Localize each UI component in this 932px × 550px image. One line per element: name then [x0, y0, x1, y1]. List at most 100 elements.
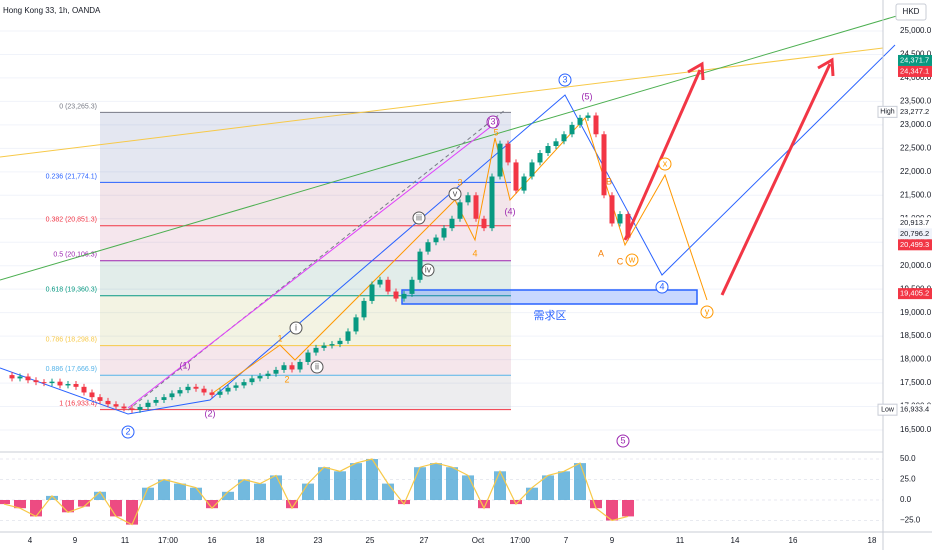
- candle: [585, 115, 591, 118]
- price-tag-label: 24,371.7: [900, 55, 929, 64]
- candle: [465, 195, 471, 203]
- osc-bar: [254, 483, 266, 500]
- time-axis: 4 9 11 17:00 16 18 23 25 27 Oct 17:00 7 9 11 14 16 18: [28, 536, 877, 545]
- osc-bar: [286, 500, 298, 509]
- arrow: [720, 63, 832, 296]
- wave-label: 1: [277, 333, 282, 343]
- price-tag-label: 20,796.2: [900, 229, 929, 238]
- fib-label: 0 (23,265.3): [59, 103, 97, 110]
- y-tick-label: 18,500.0: [900, 331, 932, 340]
- candle: [625, 214, 631, 238]
- wave-label: C: [617, 256, 624, 266]
- fib-band: [100, 375, 511, 410]
- candle: [553, 141, 559, 146]
- wave-circle: [655, 280, 669, 294]
- wave-circle: [625, 253, 639, 267]
- candle: [209, 392, 215, 395]
- demand-zone: [401, 289, 698, 305]
- candle: [545, 145, 551, 154]
- candle: [529, 162, 535, 177]
- candle: [201, 388, 207, 393]
- osc-bar: [446, 467, 458, 500]
- x-tick-label: 11: [676, 536, 685, 545]
- candle: [9, 375, 15, 379]
- candle: [433, 237, 439, 243]
- x-tick-label: 23: [314, 536, 323, 545]
- osc-bar: [430, 463, 442, 500]
- osc-bar: [414, 467, 426, 500]
- wave-label: 5: [620, 435, 625, 445]
- candle: [417, 251, 423, 280]
- x-tick-label: 18: [256, 536, 265, 545]
- x-tick-label: Oct: [472, 536, 485, 545]
- osc-bar: [0, 500, 10, 505]
- osc-bar: [94, 491, 106, 500]
- osc-bar: [478, 500, 490, 509]
- candle: [305, 352, 311, 362]
- x-tick-label: 17:00: [158, 536, 179, 545]
- osc-bar: [574, 463, 586, 500]
- zone-label: 需求区: [534, 309, 567, 322]
- trendline: [0, 14, 901, 281]
- price-tag: [898, 106, 932, 118]
- candle: [297, 361, 303, 370]
- x-tick-label: 27: [420, 536, 429, 545]
- wave-label: (4): [505, 206, 516, 216]
- candle: [113, 404, 119, 407]
- y-tick-label: 24,500.0: [900, 50, 932, 59]
- wave-path: [127, 124, 494, 409]
- candle: [457, 202, 463, 219]
- candle: [337, 340, 343, 345]
- candle: [25, 376, 31, 381]
- wave-label: 2: [284, 374, 289, 384]
- osc-bar: [510, 500, 522, 505]
- arrow: [623, 69, 702, 241]
- wave-label: ii: [315, 361, 319, 371]
- candle: [393, 291, 399, 299]
- candle: [601, 134, 607, 196]
- wave-circle: [310, 360, 324, 374]
- price-tag-label: 16,933.4: [900, 405, 929, 414]
- candle: [57, 381, 63, 386]
- osc-bar: [302, 483, 314, 500]
- wave-label: 4: [472, 248, 477, 258]
- candle: [577, 117, 583, 125]
- y-tick-label: 23,000.0: [900, 120, 932, 129]
- currency-box: [895, 3, 927, 21]
- osc-bar: [142, 487, 154, 500]
- osc-bar: [78, 500, 90, 507]
- candle: [321, 345, 327, 348]
- candle: [193, 386, 199, 389]
- candle: [257, 376, 263, 379]
- osc-line: [3, 458, 629, 526]
- wave-label: A: [598, 248, 604, 258]
- x-tick-label: 16: [789, 536, 798, 545]
- tag-name-box: [877, 403, 898, 416]
- fib-band: [100, 225, 511, 261]
- candle: [89, 392, 95, 398]
- candle: [505, 143, 511, 163]
- candle: [361, 300, 367, 318]
- candle: [329, 344, 335, 346]
- y-tick-label: 19,000.0: [900, 308, 932, 317]
- candle: [241, 382, 247, 386]
- wave-label: x: [663, 158, 668, 168]
- candle: [513, 162, 519, 191]
- price-tag-label: 20,913.7: [900, 218, 929, 227]
- osc-bar: [158, 479, 170, 500]
- candle: [401, 293, 407, 299]
- candle: [41, 382, 47, 384]
- osc-bar: [222, 491, 234, 500]
- candle: [121, 406, 127, 409]
- candle: [345, 331, 351, 341]
- wave-circle: [121, 425, 135, 439]
- candle: [217, 391, 223, 395]
- x-tick-label: 16: [208, 536, 217, 545]
- osc-bar: [622, 500, 634, 517]
- candle: [225, 387, 231, 392]
- osc-bar: [270, 475, 282, 500]
- candle: [617, 214, 623, 224]
